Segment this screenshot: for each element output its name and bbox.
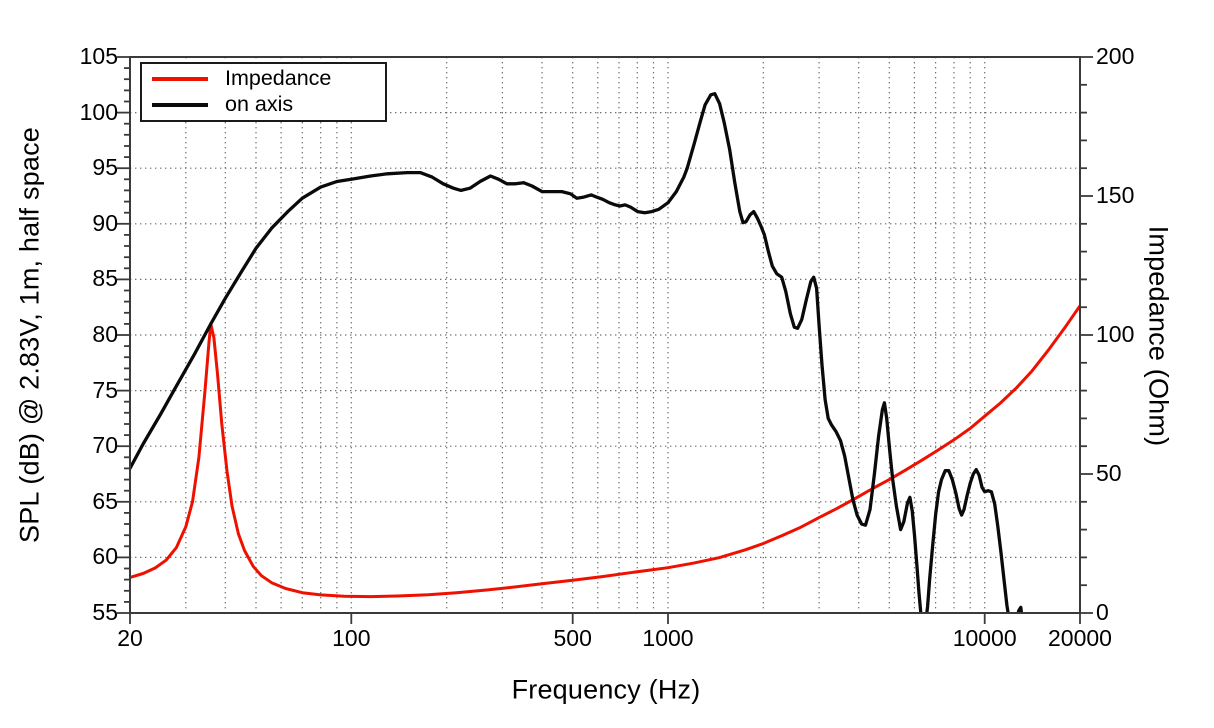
x-tick-label: 1000: [642, 625, 694, 651]
legend-item-impedance: Impedance: [142, 68, 385, 90]
y-right-tick-label: 200: [1096, 43, 1135, 69]
x-axis-title: Frequency (Hz): [511, 674, 701, 705]
x-tick-label: 20000: [1048, 625, 1112, 651]
x-tick-label: 500: [553, 625, 592, 651]
x-tick-label: 20: [117, 625, 143, 651]
y-left-tick-label: 100: [79, 98, 118, 125]
y-left-tick-label: 95: [92, 154, 118, 181]
y-left-tick-label: 80: [92, 321, 118, 347]
impedance-line-sample: [152, 77, 208, 81]
y-left-tick-label: 90: [92, 209, 118, 236]
y-right-tick-label: 100: [1096, 321, 1135, 347]
legend-label-impedance: Impedance: [225, 66, 332, 91]
y-left-tick-label: 85: [92, 265, 118, 292]
y-left-tick-label: 105: [79, 43, 118, 69]
legend-item-on-axis: on axis: [142, 94, 385, 116]
y-left-tick-label: 60: [92, 543, 118, 570]
y-left-tick-label: 70: [92, 432, 118, 459]
x-tick-label: 100: [332, 625, 371, 651]
y-left-tick-label: 65: [92, 487, 118, 514]
y-right-tick-label: 150: [1096, 182, 1135, 208]
on-axis-line-sample: [152, 103, 208, 107]
y-right-tick-label: 50: [1096, 460, 1122, 486]
y-right-tick-label: 0: [1096, 599, 1109, 625]
y-left-tick-label: 75: [92, 376, 118, 403]
y-left-tick-label: 55: [92, 599, 118, 625]
legend: Impedance on axis: [140, 62, 387, 122]
x-tick-label: 10000: [952, 625, 1017, 651]
legend-label-on-axis: on axis: [225, 92, 294, 117]
